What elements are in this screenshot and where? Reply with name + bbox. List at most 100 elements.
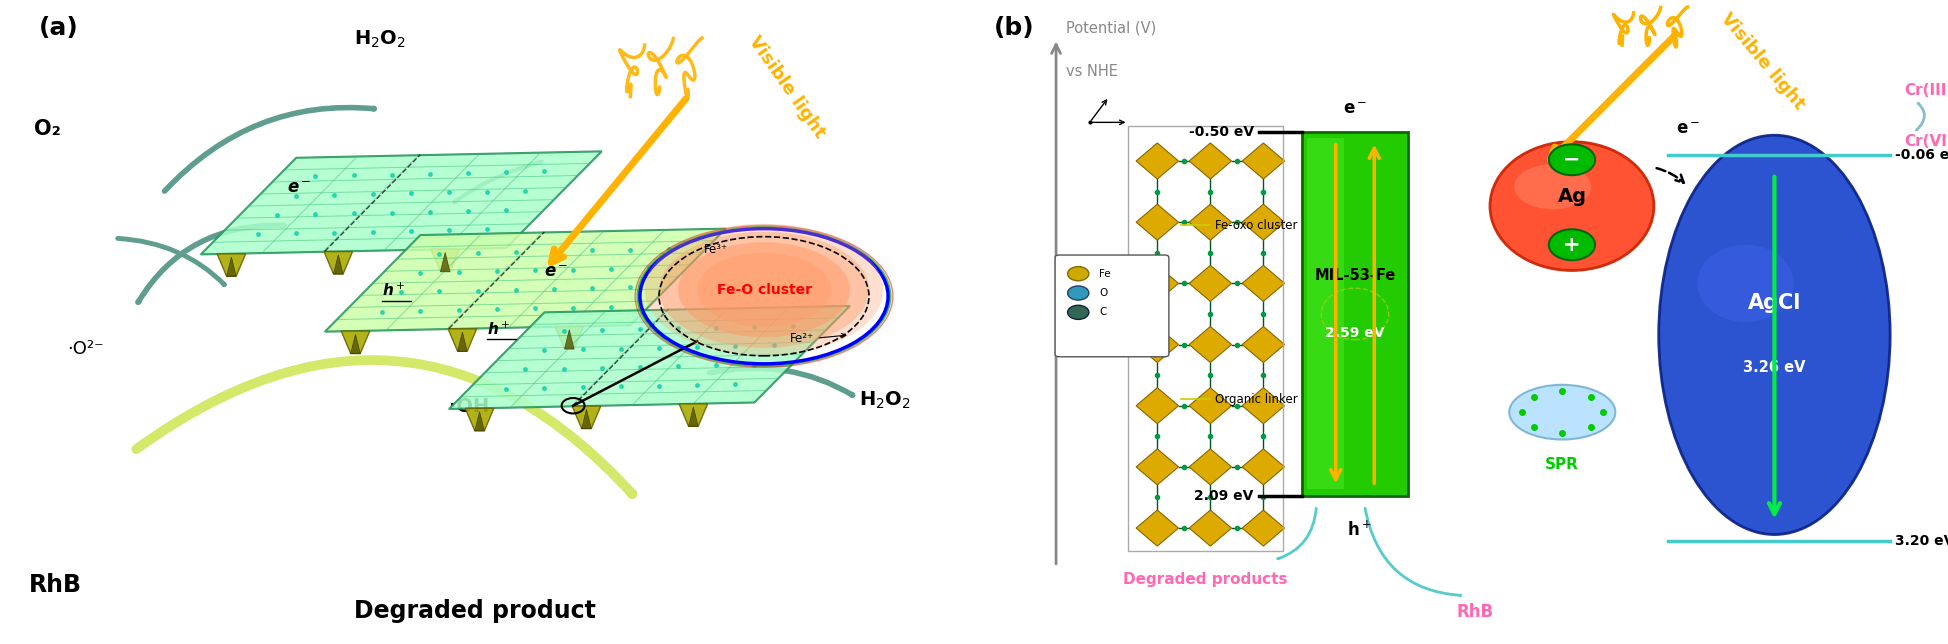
Text: C: C bbox=[1099, 307, 1106, 317]
Polygon shape bbox=[475, 412, 485, 431]
Polygon shape bbox=[1188, 204, 1231, 240]
Text: 2.09 eV: 2.09 eV bbox=[1194, 489, 1255, 503]
Ellipse shape bbox=[658, 232, 869, 348]
Polygon shape bbox=[565, 330, 575, 349]
FancyArrowPatch shape bbox=[454, 162, 542, 202]
Text: h$^+$: h$^+$ bbox=[1348, 520, 1371, 540]
Text: e$^-$: e$^-$ bbox=[1675, 120, 1701, 138]
Polygon shape bbox=[1136, 265, 1179, 301]
Polygon shape bbox=[448, 328, 477, 352]
FancyArrowPatch shape bbox=[1917, 104, 1925, 130]
Ellipse shape bbox=[1490, 142, 1654, 270]
Polygon shape bbox=[1243, 143, 1284, 179]
Text: ·O²⁻: ·O²⁻ bbox=[66, 340, 103, 358]
Ellipse shape bbox=[697, 253, 832, 327]
Text: e$^-$: e$^-$ bbox=[1342, 100, 1367, 118]
Polygon shape bbox=[333, 255, 343, 274]
Bar bbox=[1128, 126, 1282, 551]
Text: Fe-oxo cluster: Fe-oxo cluster bbox=[1216, 219, 1297, 232]
Ellipse shape bbox=[1510, 384, 1615, 439]
Ellipse shape bbox=[678, 242, 849, 337]
Text: (a): (a) bbox=[39, 16, 78, 40]
Polygon shape bbox=[688, 407, 697, 426]
Text: -0.50 eV: -0.50 eV bbox=[1188, 125, 1255, 139]
Ellipse shape bbox=[1697, 245, 1794, 322]
Polygon shape bbox=[1136, 449, 1179, 485]
Polygon shape bbox=[555, 327, 584, 349]
FancyArrowPatch shape bbox=[117, 238, 224, 285]
Ellipse shape bbox=[1068, 305, 1089, 319]
Text: 3.26 eV: 3.26 eV bbox=[1743, 359, 1806, 375]
FancyArrowPatch shape bbox=[1656, 168, 1683, 183]
FancyBboxPatch shape bbox=[1056, 255, 1169, 357]
Polygon shape bbox=[466, 408, 495, 431]
Text: 3.20 eV: 3.20 eV bbox=[1895, 534, 1948, 548]
Polygon shape bbox=[440, 252, 450, 272]
Text: −: − bbox=[1562, 149, 1580, 170]
Polygon shape bbox=[1243, 449, 1284, 485]
Text: Fe: Fe bbox=[1099, 269, 1110, 279]
Text: O: O bbox=[1099, 288, 1108, 298]
FancyArrowPatch shape bbox=[164, 108, 374, 191]
Text: h$^+$: h$^+$ bbox=[487, 321, 510, 338]
Polygon shape bbox=[573, 406, 600, 429]
Text: vs NHE: vs NHE bbox=[1066, 64, 1118, 79]
Circle shape bbox=[1549, 144, 1595, 175]
Polygon shape bbox=[226, 257, 236, 276]
Text: Fe³⁺: Fe³⁺ bbox=[705, 243, 729, 256]
Text: Cr(VI): Cr(VI) bbox=[1905, 134, 1948, 149]
Polygon shape bbox=[1243, 265, 1284, 301]
Ellipse shape bbox=[645, 224, 882, 355]
FancyArrowPatch shape bbox=[1366, 508, 1461, 596]
Ellipse shape bbox=[1068, 286, 1089, 300]
Text: Organic linker: Organic linker bbox=[1216, 393, 1297, 406]
Text: RhB: RhB bbox=[29, 573, 82, 598]
Polygon shape bbox=[325, 229, 727, 332]
Text: 2.59 eV: 2.59 eV bbox=[1325, 327, 1385, 340]
Bar bbox=[1307, 138, 1344, 489]
Text: Degraded product: Degraded product bbox=[355, 599, 596, 623]
Polygon shape bbox=[431, 249, 460, 272]
Polygon shape bbox=[1188, 265, 1231, 301]
Ellipse shape bbox=[1660, 135, 1890, 535]
Text: h$^+$: h$^+$ bbox=[382, 282, 405, 299]
Text: e$^-$: e$^-$ bbox=[545, 263, 569, 281]
Polygon shape bbox=[1136, 388, 1179, 424]
Polygon shape bbox=[1136, 143, 1179, 179]
Polygon shape bbox=[341, 331, 370, 354]
Text: RhB: RhB bbox=[1457, 603, 1494, 621]
Text: -0.06 eV: -0.06 eV bbox=[1895, 147, 1948, 162]
Text: Degraded products: Degraded products bbox=[1124, 572, 1288, 587]
Polygon shape bbox=[448, 306, 849, 409]
Polygon shape bbox=[1243, 327, 1284, 363]
Polygon shape bbox=[351, 334, 360, 354]
Polygon shape bbox=[680, 404, 707, 426]
Text: (b): (b) bbox=[993, 16, 1034, 40]
FancyArrowPatch shape bbox=[1278, 508, 1317, 559]
Polygon shape bbox=[1243, 204, 1284, 240]
Polygon shape bbox=[582, 410, 592, 429]
Text: Visible light: Visible light bbox=[1716, 10, 1808, 113]
Text: AgCl: AgCl bbox=[1747, 292, 1802, 313]
Polygon shape bbox=[323, 251, 353, 274]
Polygon shape bbox=[216, 254, 245, 276]
Polygon shape bbox=[1136, 204, 1179, 240]
Polygon shape bbox=[1188, 143, 1231, 179]
Text: SPR: SPR bbox=[1545, 457, 1580, 472]
FancyArrowPatch shape bbox=[136, 360, 633, 494]
Polygon shape bbox=[1243, 388, 1284, 424]
Text: +: + bbox=[1562, 234, 1580, 255]
Polygon shape bbox=[1188, 327, 1231, 363]
Polygon shape bbox=[1188, 449, 1231, 485]
Ellipse shape bbox=[1514, 164, 1592, 209]
Polygon shape bbox=[1188, 388, 1231, 424]
Text: Potential (V): Potential (V) bbox=[1066, 21, 1155, 35]
Text: H$_2$O$_2$: H$_2$O$_2$ bbox=[355, 29, 405, 50]
Polygon shape bbox=[1136, 327, 1179, 363]
Text: Visible light: Visible light bbox=[744, 32, 828, 141]
Bar bbox=[1301, 132, 1408, 496]
Polygon shape bbox=[1136, 510, 1179, 546]
Polygon shape bbox=[1243, 510, 1284, 546]
Text: e$^-$: e$^-$ bbox=[286, 179, 312, 197]
FancyArrowPatch shape bbox=[709, 368, 853, 395]
